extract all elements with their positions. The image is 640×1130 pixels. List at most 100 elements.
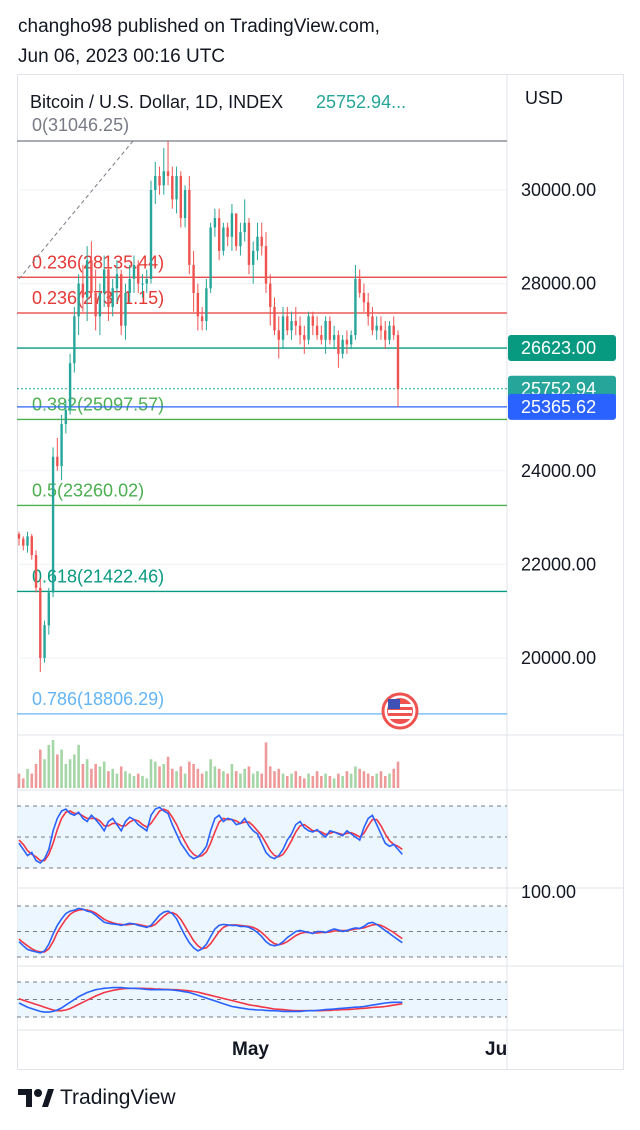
candle-body xyxy=(230,213,234,237)
volume-bar xyxy=(64,764,68,788)
candle-body xyxy=(68,363,72,410)
volume-bar xyxy=(332,778,336,788)
candle-body xyxy=(128,278,131,293)
candle-body xyxy=(124,292,127,326)
volume-bar xyxy=(239,773,242,788)
volume-bar xyxy=(43,759,46,788)
volume-bar xyxy=(226,773,229,788)
volume-bar xyxy=(107,771,110,788)
fib-level-label: 0.236(27371.15) xyxy=(32,288,164,308)
volume-bar xyxy=(371,776,374,788)
volume-bar xyxy=(153,761,157,788)
volume-bar xyxy=(205,771,208,788)
candle-body xyxy=(196,292,200,317)
volume-bar xyxy=(175,771,178,788)
oscillator-k-line xyxy=(18,986,403,1013)
candle-body xyxy=(260,236,263,247)
candle-body xyxy=(239,232,242,247)
candle-body xyxy=(328,321,332,340)
candle-body xyxy=(188,190,191,265)
tradingview-brand: TradingView xyxy=(60,1086,176,1109)
volume-bar xyxy=(34,764,38,788)
volume-bar xyxy=(234,771,238,788)
candle-body xyxy=(47,592,51,626)
candle-body xyxy=(281,316,285,340)
volume-bar xyxy=(124,771,127,788)
candle-body xyxy=(277,330,280,340)
fib-level-label: 0.618(21422.46) xyxy=(32,566,164,586)
candle-body xyxy=(324,321,327,340)
candle-body xyxy=(175,175,178,200)
candle-body xyxy=(162,171,165,186)
volume-bar xyxy=(290,773,293,788)
candle-body xyxy=(379,325,383,331)
volume-bar xyxy=(251,773,255,788)
oscillator-panels xyxy=(17,805,507,1018)
candle-body xyxy=(345,339,349,345)
price-tick-label: 22000.00 xyxy=(521,554,596,574)
volume-bar xyxy=(277,768,281,788)
volume-bar xyxy=(90,768,93,788)
candle-body xyxy=(209,227,212,289)
candle-body xyxy=(358,278,361,293)
volume-bar xyxy=(166,756,170,788)
candle-body xyxy=(320,335,323,340)
us-flag-icon[interactable] xyxy=(381,692,419,730)
candle-body xyxy=(56,456,59,467)
volume-bar xyxy=(303,778,306,788)
candle-body xyxy=(303,335,306,340)
volume-bar xyxy=(362,771,366,788)
time-tick-label: May xyxy=(232,1039,269,1060)
candle-body xyxy=(34,555,38,588)
publication-info: changho98 published on TradingView.com, … xyxy=(18,12,380,72)
volume-bar xyxy=(192,764,195,788)
volume-bar xyxy=(56,754,59,788)
candle-body xyxy=(183,190,187,219)
volume-bar xyxy=(183,773,187,788)
candle-body xyxy=(90,260,93,293)
volume-bar xyxy=(268,766,272,788)
candle-body xyxy=(166,171,170,176)
candle-body xyxy=(213,218,217,228)
chart-frame[interactable] xyxy=(17,74,624,1070)
candle-body xyxy=(222,227,225,251)
volume-bar xyxy=(264,742,268,788)
time-axis: May Ju xyxy=(232,1039,507,1060)
candle-body xyxy=(307,316,310,340)
currency-label: USD xyxy=(525,88,563,108)
oscillator-d-line xyxy=(18,987,403,1012)
volume-bar xyxy=(388,773,391,788)
candle-body xyxy=(234,213,238,247)
candle-body xyxy=(286,316,289,331)
volume-bar xyxy=(128,773,132,788)
candle-body xyxy=(39,587,42,658)
volume-bar xyxy=(247,766,251,788)
candle-body xyxy=(354,278,357,336)
candle-body xyxy=(247,222,251,265)
chart-legend: Bitcoin / U.S. Dollar, 1D, INDEX 25752.9… xyxy=(30,88,563,135)
volume-bar xyxy=(324,773,327,788)
price-tick-label: 28000.00 xyxy=(521,274,596,294)
candle-body xyxy=(252,250,255,265)
candle-body xyxy=(269,283,272,307)
candle-body xyxy=(171,175,174,200)
volume-bar xyxy=(285,776,289,788)
volume-bar xyxy=(77,744,80,788)
legend-title: Bitcoin / U.S. Dollar, 1D, INDEX xyxy=(30,92,283,112)
candle-body xyxy=(396,335,400,389)
volume-bar xyxy=(311,776,315,788)
volume-bar xyxy=(81,764,85,788)
volume-bar xyxy=(47,744,51,788)
volume-bar xyxy=(315,771,319,788)
fib-level-label: 0.382(25097.57) xyxy=(32,394,164,414)
volume-bar xyxy=(200,773,204,788)
candle-body xyxy=(77,283,80,317)
candle-body xyxy=(192,264,195,293)
candle-body xyxy=(375,325,378,331)
candle-body xyxy=(17,533,21,539)
volume-bar xyxy=(119,766,123,788)
tradingview-logo[interactable]: TradingView xyxy=(18,1086,176,1110)
candle-body xyxy=(332,335,336,340)
fib-trend-line xyxy=(18,140,134,280)
